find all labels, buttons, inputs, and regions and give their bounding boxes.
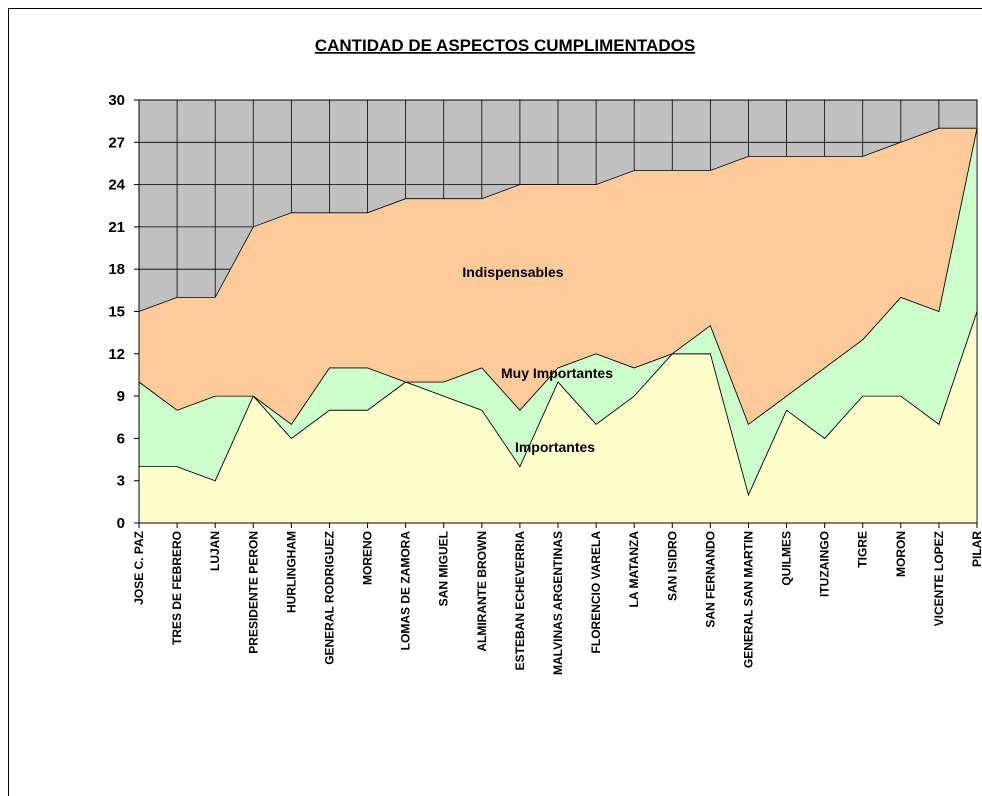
y-tick-label: 3 (117, 473, 125, 490)
x-tick-label: GENERAL RODRIGUEZ (322, 531, 336, 665)
x-tick-label: VICENTE LOPEZ (932, 531, 946, 626)
x-tick-label: TIGRE (856, 531, 870, 568)
y-tick-label: 0 (117, 515, 125, 532)
area (138, 127, 978, 425)
x-tick-label: HURLINGHAM (284, 531, 298, 613)
y-tick-label: 6 (117, 430, 125, 447)
x-tick-label: FLORENCIO VARELA (589, 531, 603, 654)
x-tick-label: TRES DE FEBRERO (170, 531, 184, 645)
series-label: Importantes (515, 439, 595, 455)
y-tick-label: 30 (108, 92, 125, 109)
y-tick-label: 18 (108, 261, 125, 278)
x-tick-label: MORON (894, 531, 908, 577)
x-tick-label: QUILMES (780, 531, 794, 586)
x-tick-label: PILAR (970, 531, 982, 567)
x-tick-label: ESTEBAN ECHEVERRIA (513, 531, 527, 671)
x-tick-label: LA MATANZA (627, 531, 641, 608)
series-label: Indispensables (462, 264, 563, 280)
chart-title: CANTIDAD DE ASPECTOS CUMPLIMENTADOS (315, 36, 695, 55)
y-tick-label: 24 (108, 177, 125, 194)
x-tick-label: SAN FERNANDO (703, 531, 717, 628)
x-tick-label: MALVINAS ARGENTINAS (551, 531, 565, 675)
y-tick-label: 9 (117, 388, 125, 405)
x-tick-label: SAN MIGUEL (437, 531, 451, 606)
x-tick-label: LOMAS DE ZAMORA (399, 531, 413, 651)
y-tick-label: 21 (108, 219, 125, 236)
x-tick-label: LUJAN (208, 531, 222, 571)
series-label: Muy Importantes (501, 365, 613, 381)
y-tick-label: 27 (108, 134, 125, 151)
x-tick-label: MORENO (361, 531, 375, 585)
x-tick-label: JOSE C. PAZ (132, 531, 146, 605)
y-tick-label: 12 (108, 346, 125, 363)
y-tick-label: 15 (108, 304, 125, 321)
x-tick-label: ITUZAINGO (818, 531, 832, 597)
x-tick-label: PRESIDENTE PERON (246, 531, 260, 654)
x-tick-label: GENERAL SAN MARTIN (741, 531, 755, 668)
x-tick-label: SAN ISIDRO (665, 531, 679, 601)
x-tick-label: ALMIRANTE BROWN (475, 531, 489, 652)
